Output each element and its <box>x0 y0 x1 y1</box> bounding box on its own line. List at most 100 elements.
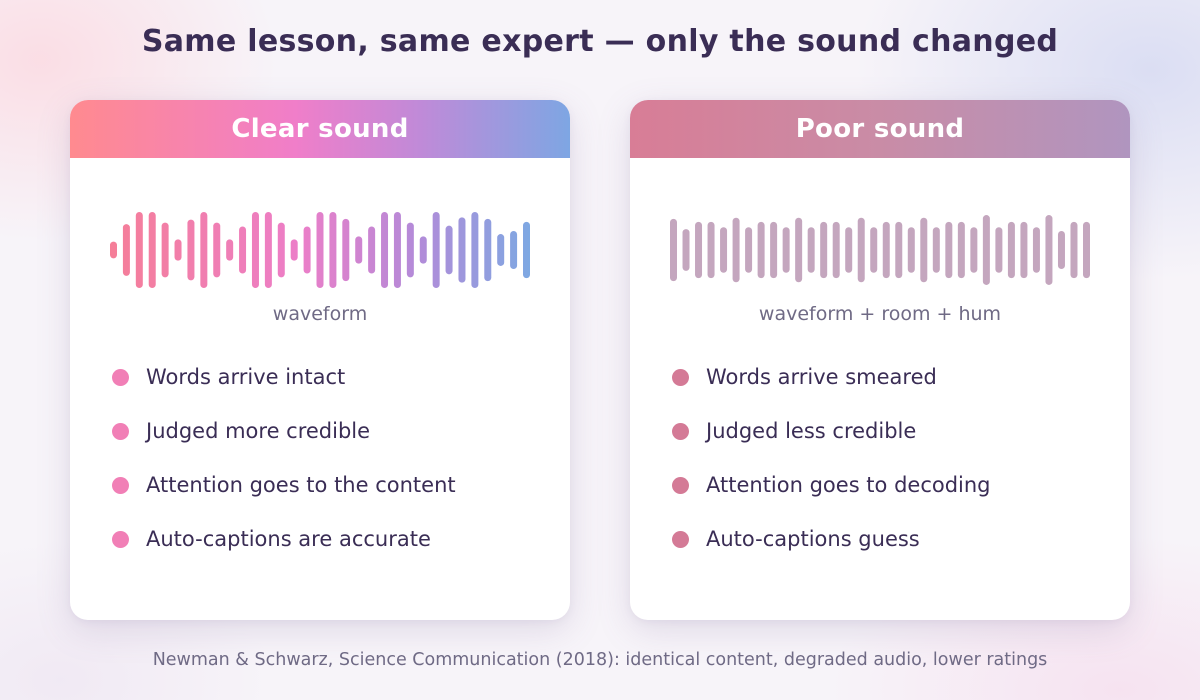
poor-waveform-bar <box>970 227 978 273</box>
clear-waveform-bar <box>510 231 518 269</box>
bullet-dot-icon <box>112 530 129 548</box>
clear-waveform <box>110 210 530 290</box>
clear-waveform-bar <box>445 225 453 275</box>
clear-waveform-bar <box>239 226 247 274</box>
poor-effects-list: Words arrive smeared Judged less credibl… <box>672 350 991 566</box>
list-item-text: Judged more credible <box>146 419 371 443</box>
clear-waveform-bar <box>458 217 466 283</box>
poor-waveform-bar <box>795 217 803 283</box>
source-citation: Newman & Schwarz, Science Communication … <box>152 650 1048 670</box>
clear-waveform-bar <box>471 212 479 288</box>
poor-waveform-bar <box>857 217 865 283</box>
clear-waveform-bar <box>110 241 117 259</box>
list-item-text: Auto-captions guess <box>706 527 920 551</box>
list-item-text: Words arrive smeared <box>706 365 937 389</box>
poor-waveform-bar <box>895 221 903 279</box>
clear-waveform-bar <box>497 234 505 266</box>
bullet-dot-icon <box>672 368 689 386</box>
list-item-text: Attention goes to decoding <box>706 473 991 497</box>
clear-waveform-bar <box>368 226 376 274</box>
clear-effects-list: Words arrive intact Judged more credible… <box>112 350 456 566</box>
list-item: Attention goes to decoding <box>672 458 991 512</box>
list-item: Auto-captions guess <box>672 512 991 566</box>
clear-waveform-bar <box>342 218 350 282</box>
clear-waveform-bar <box>251 212 259 288</box>
poor-sound-card: Poor sound waveform + room + hum Words a… <box>630 100 1130 620</box>
clear-waveform-bar <box>393 212 401 288</box>
poor-waveform <box>670 210 1090 290</box>
bullet-dot-icon <box>672 476 689 494</box>
list-item-text: Words arrive intact <box>146 365 346 389</box>
poor-waveform-graphic <box>670 215 1090 285</box>
list-item: Judged less credible <box>672 404 991 458</box>
page-title: Same lesson, same expert — only the soun… <box>141 24 1059 59</box>
poor-waveform-bar <box>1057 231 1065 269</box>
clear-waveform-bar <box>135 212 143 288</box>
clear-waveform-bar <box>329 212 337 288</box>
poor-waveform-bar <box>745 227 753 273</box>
poor-waveform-bar <box>882 221 890 279</box>
poor-waveform-bar <box>720 227 728 273</box>
poor-waveform-bar <box>807 227 815 273</box>
poor-waveform-bar <box>995 227 1003 273</box>
clear-waveform-bar <box>303 226 311 274</box>
poor-waveform-bar <box>945 221 953 279</box>
list-item-text: Attention goes to the content <box>146 473 456 497</box>
clear-waveform-bar <box>290 239 298 261</box>
poor-waveform-bar <box>707 221 715 279</box>
bullet-dot-icon <box>112 476 129 494</box>
poor-waveform-bar <box>757 221 765 279</box>
clear-waveform-bar <box>200 212 208 288</box>
poor-waveform-bar <box>1070 221 1078 279</box>
clear-waveform-bar <box>122 224 130 276</box>
poor-waveform-bar <box>920 217 928 283</box>
bullet-dot-icon <box>672 422 689 440</box>
poor-waveform-bar <box>1083 221 1090 279</box>
poor-waveform-bar <box>1045 215 1053 285</box>
list-item: Auto-captions are accurate <box>112 512 456 566</box>
clear-waveform-bar <box>174 239 182 261</box>
poor-waveform-bar <box>832 221 840 279</box>
poor-waveform-bar <box>845 227 853 273</box>
clear-waveform-bar <box>523 221 530 279</box>
poor-waveform-bar <box>1007 221 1015 279</box>
poor-waveform-bar <box>1020 221 1028 279</box>
clear-waveform-bar <box>148 212 156 288</box>
clear-waveform-bar <box>432 212 440 288</box>
clear-waveform-bar <box>277 222 285 278</box>
clear-waveform-bar <box>213 222 221 278</box>
poor-waveform-bar <box>982 215 990 285</box>
bullet-dot-icon <box>112 422 129 440</box>
list-item-text: Auto-captions are accurate <box>146 527 431 551</box>
clear-waveform-bar <box>406 222 414 278</box>
clear-waveform-graphic <box>110 212 530 288</box>
clear-waveform-caption: waveform <box>272 303 368 325</box>
poor-waveform-caption: waveform + room + hum <box>758 303 1002 325</box>
poor-waveform-bar <box>820 221 828 279</box>
list-item: Words arrive intact <box>112 350 456 404</box>
clear-waveform-bar <box>187 219 195 281</box>
list-item: Judged more credible <box>112 404 456 458</box>
poor-waveform-bar <box>782 227 790 273</box>
bullet-dot-icon <box>112 368 129 386</box>
clear-waveform-bar <box>264 212 272 288</box>
poor-waveform-bar <box>957 221 965 279</box>
clear-sound-card: Clear sound waveform Words arrive intact… <box>70 100 570 620</box>
clear-sound-header: Clear sound <box>70 100 570 158</box>
poor-waveform-bar <box>932 227 940 273</box>
poor-waveform-bar <box>770 221 778 279</box>
clear-waveform-bar <box>419 236 427 264</box>
list-item: Attention goes to the content <box>112 458 456 512</box>
clear-waveform-bar <box>316 212 324 288</box>
poor-sound-header: Poor sound <box>630 100 1130 158</box>
poor-waveform-bar <box>1032 227 1040 273</box>
clear-waveform-bar <box>161 222 169 278</box>
clear-waveform-bar <box>484 218 492 282</box>
poor-waveform-bar <box>870 227 878 273</box>
bullet-dot-icon <box>672 530 689 548</box>
list-item-text: Judged less credible <box>706 419 917 443</box>
poor-waveform-bar <box>695 221 703 279</box>
clear-waveform-bar <box>355 236 363 264</box>
poor-waveform-bar <box>670 218 677 282</box>
poor-waveform-bar <box>682 229 690 271</box>
